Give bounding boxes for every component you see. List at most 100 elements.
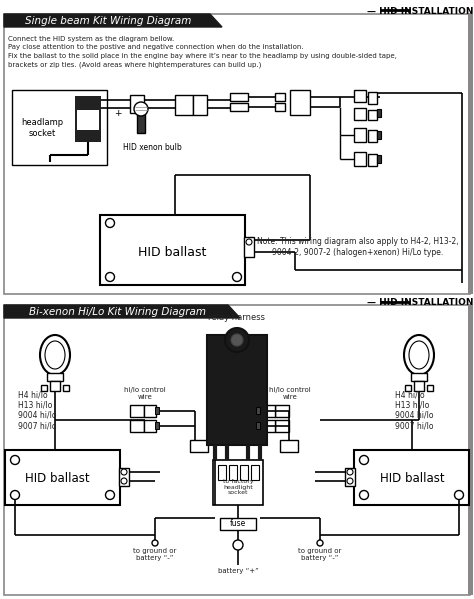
Bar	[377, 109, 381, 117]
Circle shape	[317, 540, 323, 546]
Circle shape	[455, 491, 464, 500]
Bar	[137, 113, 145, 133]
Polygon shape	[4, 14, 222, 27]
Bar	[275, 93, 285, 101]
Bar	[251, 465, 259, 480]
Circle shape	[10, 455, 19, 464]
Bar	[155, 422, 159, 429]
Circle shape	[10, 491, 19, 500]
Circle shape	[134, 102, 148, 116]
Ellipse shape	[409, 341, 429, 369]
Bar	[230, 93, 248, 101]
Bar	[405, 385, 411, 391]
Bar	[175, 95, 193, 115]
Bar	[5, 450, 120, 505]
Text: H4 hi/lo
H13 hi/lo
9004 hi/lo
9007 hi/lo: H4 hi/lo H13 hi/lo 9004 hi/lo 9007 hi/lo	[395, 390, 434, 430]
Text: relay harness: relay harness	[209, 313, 265, 322]
Circle shape	[246, 239, 252, 245]
Circle shape	[233, 540, 243, 550]
Bar	[368, 110, 377, 120]
Circle shape	[233, 273, 241, 282]
Text: Note: This wiring diagram also apply to H4-2, H13-2,
9004-2, 9007-2 (halogen+xen: Note: This wiring diagram also apply to …	[257, 237, 459, 257]
Polygon shape	[4, 305, 240, 318]
Circle shape	[106, 273, 115, 282]
Bar	[213, 460, 263, 505]
Text: — HID INSTALLATION: — HID INSTALLATION	[367, 7, 474, 16]
Bar	[354, 108, 366, 120]
Circle shape	[359, 491, 368, 500]
Text: fuse: fuse	[230, 519, 246, 528]
Text: to factory
headlight
socket: to factory headlight socket	[223, 479, 253, 495]
Bar	[290, 90, 310, 115]
Bar	[130, 95, 144, 113]
Text: HID ballast: HID ballast	[138, 246, 206, 259]
Text: headlamp
socket: headlamp socket	[21, 118, 63, 138]
Bar	[354, 152, 366, 166]
Bar	[280, 440, 298, 452]
Text: Bi-xenon Hi/Lo Kit Wiring Diagram: Bi-xenon Hi/Lo Kit Wiring Diagram	[29, 307, 207, 317]
Circle shape	[231, 334, 243, 346]
Circle shape	[359, 455, 368, 464]
Bar	[144, 405, 156, 417]
Bar	[468, 305, 473, 595]
Bar	[368, 92, 377, 104]
Text: battery “+”: battery “+”	[218, 568, 258, 574]
Bar	[368, 130, 377, 142]
Bar	[229, 465, 237, 480]
Bar	[275, 420, 289, 432]
Bar	[4, 305, 470, 595]
Bar	[354, 450, 469, 505]
Bar	[427, 385, 433, 391]
Text: H4 hi/lo
H13 hi/lo
9004 hi/lo
9007 hi/lo: H4 hi/lo H13 hi/lo 9004 hi/lo 9007 hi/lo	[18, 390, 56, 430]
Text: Single beam Kit Wiring Diagram: Single beam Kit Wiring Diagram	[25, 16, 191, 26]
Text: HID ballast: HID ballast	[25, 471, 89, 485]
Bar	[368, 154, 377, 166]
Bar	[155, 407, 159, 414]
Bar	[193, 95, 207, 115]
Bar	[12, 90, 107, 165]
Bar	[256, 422, 260, 429]
Text: Connect the HID system as the diagram bellow.: Connect the HID system as the diagram be…	[8, 36, 174, 42]
Circle shape	[152, 540, 158, 546]
Bar	[77, 96, 99, 110]
Bar	[354, 90, 366, 102]
Bar	[100, 215, 245, 285]
Bar	[240, 465, 248, 480]
Bar	[414, 381, 424, 391]
Bar	[468, 14, 473, 294]
Bar	[41, 385, 47, 391]
Bar	[275, 103, 285, 111]
Bar	[207, 335, 267, 445]
Circle shape	[225, 328, 249, 352]
Text: — HID INSTALLATION: — HID INSTALLATION	[367, 298, 474, 307]
Bar	[190, 440, 208, 452]
Circle shape	[121, 478, 127, 484]
Bar	[218, 465, 226, 480]
Text: hi/lo control
wire: hi/lo control wire	[124, 387, 166, 400]
Circle shape	[347, 478, 353, 484]
Text: Pay close attention to the postive and negative connection when do the installat: Pay close attention to the postive and n…	[8, 44, 304, 50]
Bar	[377, 131, 381, 139]
Bar	[261, 420, 275, 432]
Text: hi/lo control
wire: hi/lo control wire	[269, 387, 311, 400]
Ellipse shape	[404, 335, 434, 375]
Bar	[4, 14, 470, 294]
Bar	[256, 407, 260, 414]
Text: Aoxingda: Aoxingda	[160, 403, 314, 498]
Bar	[230, 103, 248, 111]
Text: HID ballast: HID ballast	[380, 471, 444, 485]
Circle shape	[106, 219, 115, 228]
Bar	[144, 420, 156, 432]
Text: Fix the ballast to the solid place in the engine bay where it’s near to the head: Fix the ballast to the solid place in th…	[8, 53, 397, 59]
Bar	[345, 468, 355, 486]
Text: to ground or
battery “-”: to ground or battery “-”	[133, 548, 177, 561]
Bar	[77, 108, 99, 130]
Bar	[119, 468, 129, 486]
Bar	[354, 128, 366, 142]
Text: Aoxingda: Aoxingda	[153, 137, 307, 232]
Text: +: +	[114, 108, 122, 117]
Text: HID xenon bulb: HID xenon bulb	[123, 143, 182, 152]
Bar	[130, 420, 144, 432]
Bar	[411, 373, 427, 381]
Circle shape	[347, 469, 353, 475]
